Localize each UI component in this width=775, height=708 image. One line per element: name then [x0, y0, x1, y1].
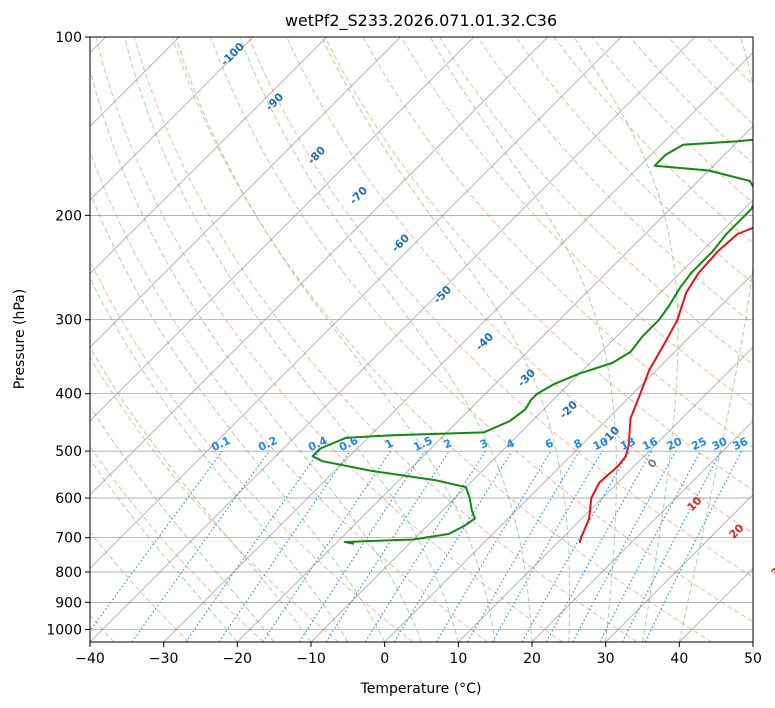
isotherm-line	[90, 37, 254, 201]
dry-adiabat-line	[248, 37, 753, 578]
dry-adiabat-line	[171, 37, 712, 642]
x-tick-label: 10	[449, 651, 467, 667]
x-tick-label: −10	[296, 651, 326, 667]
x-tick-label: 50	[744, 651, 762, 667]
plot-frame	[89, 36, 754, 643]
dry-adiabat-label: 30	[769, 559, 775, 579]
mixing-ratio-label: 16	[640, 435, 660, 453]
x-tick-label: −40	[75, 651, 105, 667]
moist-adiabat-line	[90, 67, 422, 642]
x-tick-label: −20	[223, 651, 253, 667]
mixing-ratio-line	[393, 450, 513, 642]
y-tick-label: 200	[55, 208, 82, 224]
plot-area	[90, 37, 753, 642]
y-tick-label: 500	[55, 444, 82, 460]
isotherm-line	[237, 125, 753, 642]
x-tick-label: 20	[523, 651, 541, 667]
background-lines	[90, 37, 753, 642]
y-tick-label: 800	[55, 565, 82, 581]
y-tick-label: 700	[55, 531, 82, 547]
isotherm-line	[90, 37, 475, 422]
isotherm-line	[752, 641, 753, 642]
moist-adiabat-line	[678, 37, 753, 642]
mixing-ratio-line	[218, 450, 351, 642]
moist-adiabat-line	[124, 37, 459, 642]
temperature-line	[578, 226, 753, 544]
mixing-ratio-line	[572, 450, 677, 642]
isotherm-line	[605, 494, 753, 642]
moist-adiabat-line	[90, 405, 275, 642]
series-lines	[311, 138, 753, 545]
moist-adiabat-line	[90, 458, 238, 642]
mixing-ratio-line	[545, 450, 653, 642]
chart-title: wetPf2_S233.2026.071.01.32.C36	[285, 11, 557, 31]
dry-adiabat-line	[133, 37, 638, 642]
moist-adiabat-line	[239, 37, 533, 642]
x-tick-label: 40	[670, 651, 688, 667]
moist-adiabat-line	[90, 277, 349, 642]
y-axis-label: Pressure (hPa)	[12, 289, 28, 389]
moist-adiabat-line	[90, 190, 386, 642]
dry-adiabat-line	[324, 37, 753, 491]
isotherm-line	[163, 52, 753, 642]
mixing-ratio-line	[644, 450, 743, 642]
mixing-ratio-label: 20	[665, 435, 685, 453]
mixing-ratio-label: 36	[731, 435, 751, 453]
x-tick-label: 30	[597, 651, 615, 667]
moist-adiabat-line	[321, 37, 571, 642]
moist-adiabat-line	[429, 37, 617, 642]
y-tick-label: 300	[55, 313, 82, 329]
mixing-ratio-label: 30	[710, 435, 730, 453]
mixing-ratio-line	[90, 450, 223, 632]
isotherm-line	[90, 37, 696, 642]
dry-adiabat-line	[90, 531, 190, 642]
x-axis-label: Temperature (°C)	[360, 681, 482, 697]
isotherm-line	[384, 273, 753, 642]
moist-adiabat-line	[175, 37, 496, 642]
dry-adiabat-line	[400, 37, 753, 407]
mixing-ratio-line	[131, 450, 270, 642]
isotherm-line	[310, 199, 753, 642]
mixing-ratio-line	[185, 450, 320, 642]
mixing-ratio-line	[262, 450, 392, 642]
y-tick-label: 400	[55, 387, 82, 403]
mixing-ratio-label: 13	[618, 435, 637, 453]
dry-adiabat-line	[90, 259, 414, 642]
isotherm-line	[90, 37, 622, 569]
y-tick-label: 900	[55, 595, 82, 611]
mixing-ratio-label: 25	[689, 435, 708, 453]
mixing-ratio-label: 10	[591, 435, 611, 453]
y-tick-label: 100	[55, 30, 82, 46]
y-tick-label: 600	[55, 491, 82, 507]
x-tick-label: 0	[380, 651, 389, 667]
dewpoint-line	[311, 138, 753, 545]
dry-adiabat-line	[286, 37, 753, 534]
isotherm-line	[531, 420, 753, 642]
grid-lines	[90, 37, 753, 642]
y-tick-label: 1000	[46, 622, 82, 638]
mixing-ratio-line	[298, 450, 425, 642]
y-axis: 100 200 300 400 500 600 700 800 900 1000	[46, 30, 90, 638]
x-axis: −40 −30 −20 −10 0 10 20 30 40 50	[75, 642, 762, 667]
isotherm-line	[458, 346, 753, 642]
mixing-ratio-line	[521, 450, 630, 642]
isotherm-line	[90, 37, 548, 496]
dry-adiabat-line	[515, 37, 753, 284]
x-tick-label: −30	[149, 651, 179, 667]
isotherm-line	[90, 37, 401, 348]
mixing-ratio-line	[325, 450, 450, 642]
moist-adiabat-line	[573, 37, 679, 642]
isotherm-line	[90, 37, 327, 275]
